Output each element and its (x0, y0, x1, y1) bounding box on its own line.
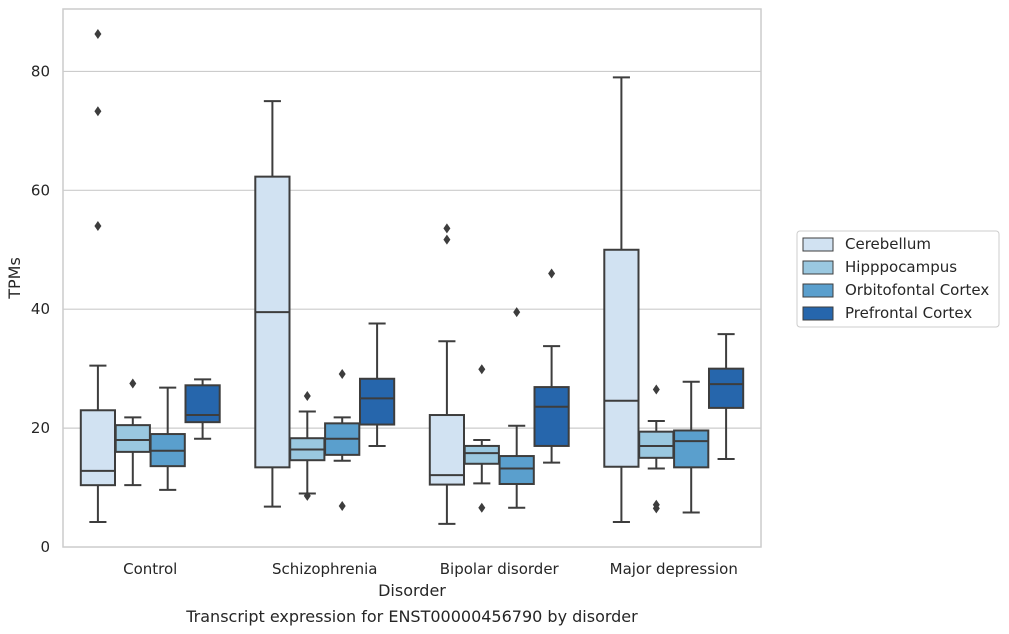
outlier-point (513, 307, 521, 318)
outlier-point (478, 502, 486, 513)
legend-label: Cerebellum (845, 235, 931, 253)
outlier-point (129, 378, 137, 389)
box-iqr (463, 444, 500, 465)
box-iqr (638, 430, 675, 459)
legend-swatch (802, 306, 834, 321)
y-tick-label: 80 (31, 62, 50, 80)
outlier-point (94, 106, 102, 117)
x-tick-label: Major depression (610, 560, 738, 578)
box-schizophrenia-cerebellum (254, 100, 291, 508)
x-tick-label: Control (123, 560, 177, 578)
outlier-point (94, 28, 102, 39)
legend-entry-cerebellum: Cerebellum (802, 235, 931, 253)
legend-entry-orbitofontal-cortex: Orbitofontal Cortex (802, 281, 989, 299)
x-tick-label: Bipolar disorder (440, 560, 560, 578)
box-iqr (79, 409, 117, 487)
legend-label: Hipppocampus (845, 258, 957, 276)
legend-swatch (802, 237, 834, 252)
plot-frame (62, 8, 762, 548)
legend-swatch (802, 283, 834, 298)
box-control-cerebellum (79, 28, 117, 524)
outlier-point (652, 384, 660, 395)
box-control-prefrontal-cortex (184, 378, 221, 440)
box-iqr (358, 377, 396, 426)
legend-swatch (802, 260, 834, 275)
box-iqr (498, 455, 535, 485)
outlier-point (443, 234, 451, 245)
box-bipolar-disorder-prefrontal-cortex (533, 268, 570, 464)
legend-label: Orbitofontal Cortex (845, 281, 989, 299)
y-tick-label: 0 (40, 538, 50, 556)
y-tick-labels: 0 20 40 60 80 (31, 62, 50, 556)
legend: Cerebellum Hipppocampus Orbitofontal Corte… (796, 230, 1000, 328)
box-iqr (533, 386, 570, 447)
box-iqr (673, 429, 710, 469)
box-iqr (184, 384, 221, 424)
y-axis-label: TPMs (5, 257, 24, 300)
box-schizophrenia-hipppocampus (289, 391, 326, 501)
y-tick-label: 60 (31, 181, 50, 199)
outlier-point (338, 500, 346, 511)
y-tick-label: 40 (31, 300, 50, 318)
x-axis-label: Disorder (378, 581, 446, 600)
chart-caption: Transcript expression for ENST0000045679… (185, 607, 638, 626)
legend-label: Prefrontal Cortex (845, 304, 972, 322)
box-iqr (114, 424, 151, 453)
x-tick-labels: Control Schizophrenia Bipolar disorder Majo… (123, 560, 738, 578)
box-schizophrenia-orbitofontal-cortex (324, 369, 361, 511)
box-bipolar-disorder-cerebellum (428, 223, 466, 525)
outlier-point (94, 220, 102, 231)
outlier-point (548, 268, 556, 279)
x-tick-label: Schizophrenia (272, 560, 377, 578)
box-control-hipppocampus (114, 378, 151, 487)
legend-frame (796, 230, 1000, 328)
legend-entry-prefrontal-cortex: Prefrontal Cortex (802, 304, 972, 322)
box-major-depression-hipppocampus (638, 384, 675, 514)
legend-entry-hipppocampus: Hipppocampus (802, 258, 957, 276)
box-iqr (428, 414, 466, 486)
box-layer (79, 28, 745, 525)
box-schizophrenia-prefrontal-cortex (358, 322, 396, 447)
outlier-point (303, 391, 311, 402)
box-iqr (603, 248, 640, 468)
outlier-point (338, 369, 346, 380)
grid-lines (63, 70, 761, 429)
outlier-point (443, 223, 451, 234)
outlier-point (303, 490, 311, 501)
box-major-depression-prefrontal-cortex (707, 333, 745, 461)
box-major-depression-cerebellum (603, 76, 640, 524)
box-control-orbitofontal-cortex (149, 386, 186, 491)
y-tick-label: 20 (31, 419, 50, 437)
box-major-depression-orbitofontal-cortex (673, 380, 710, 514)
outlier-point (478, 364, 486, 375)
box-iqr (254, 175, 291, 469)
box-iqr (707, 367, 745, 409)
outlier-point (652, 499, 660, 510)
box-bipolar-disorder-orbitofontal-cortex (498, 307, 535, 509)
box-bipolar-disorder-hipppocampus (463, 364, 500, 513)
